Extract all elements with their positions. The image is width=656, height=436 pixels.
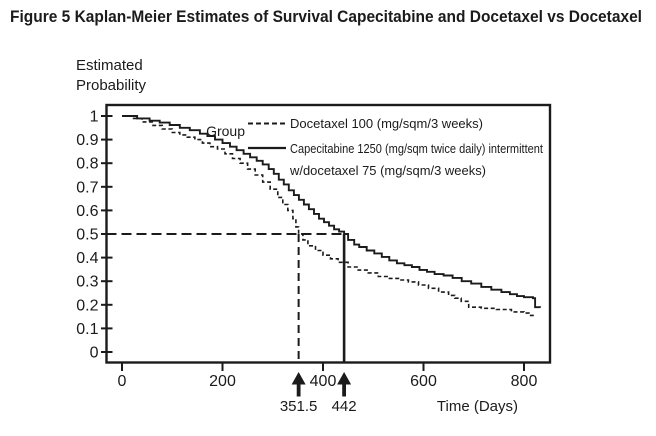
y-tick-label: 0.7: [76, 179, 98, 196]
median-label-capecitabine-docetaxel: 442: [332, 398, 357, 415]
median-arrow-capecitabine-docetaxel-icon: [337, 372, 352, 397]
y-tick-label: 0.8: [76, 156, 98, 173]
median-arrow-docetaxel-icon: [291, 372, 306, 397]
y-tick-label: 0.3: [76, 274, 98, 291]
reference-lines-layer: [106, 233, 346, 363]
y-tick-label: 0.5: [76, 227, 98, 244]
y-tick-label: 0.1: [76, 321, 98, 338]
legend-label-docetaxel: Docetaxel 100 (mg/sqm/3 weeks): [290, 116, 483, 131]
legend: Group Docetaxel 100 (mg/sqm/3 weeks) Cap…: [206, 116, 543, 178]
axes-layer: 1 0.9 0.8 0.7 0.6 0.5 0.4 0.3 0.2 0.1 0 0 200 400 600 8…: [76, 103, 552, 390]
y-tick-label: 0.6: [76, 203, 98, 220]
legend-label-capecitabine-line2: w/docetaxel 75 (mg/sqm/3 weeks): [289, 163, 486, 178]
figure-title: Figure 5 Kaplan-Meier Estimates of Survi…: [10, 7, 642, 26]
x-tick-label: 800: [511, 373, 538, 390]
x-tick-label: 400: [310, 373, 337, 390]
y-tick-label: 0.4: [76, 250, 98, 267]
x-tick-label: 0: [118, 373, 127, 390]
x-tick-label: 200: [209, 373, 236, 390]
y-axis-title-line1: Estimated: [76, 57, 143, 74]
y-tick-label: 0.9: [76, 132, 98, 149]
x-axis-title: Time (Days): [437, 398, 518, 415]
x-tick-label: 600: [410, 373, 437, 390]
legend-group-label: Group: [206, 123, 245, 139]
curves-layer: [122, 115, 542, 318]
legend-label-capecitabine-line1: Capecitabine 1250 (mg/sqm twice daily) i…: [290, 141, 543, 156]
survival-curve-docetaxel: [122, 115, 535, 318]
median-label-docetaxel: 351.5: [280, 398, 318, 415]
y-axis-title-line2: Probability: [76, 77, 147, 94]
survival-curve-capecitabine-docetaxel: [122, 115, 542, 309]
y-tick-label: 1: [90, 109, 99, 126]
y-tick-label: 0: [90, 345, 99, 362]
y-tick-label: 0.2: [76, 297, 98, 314]
median-markers-layer: 351.5 442: [280, 372, 357, 415]
